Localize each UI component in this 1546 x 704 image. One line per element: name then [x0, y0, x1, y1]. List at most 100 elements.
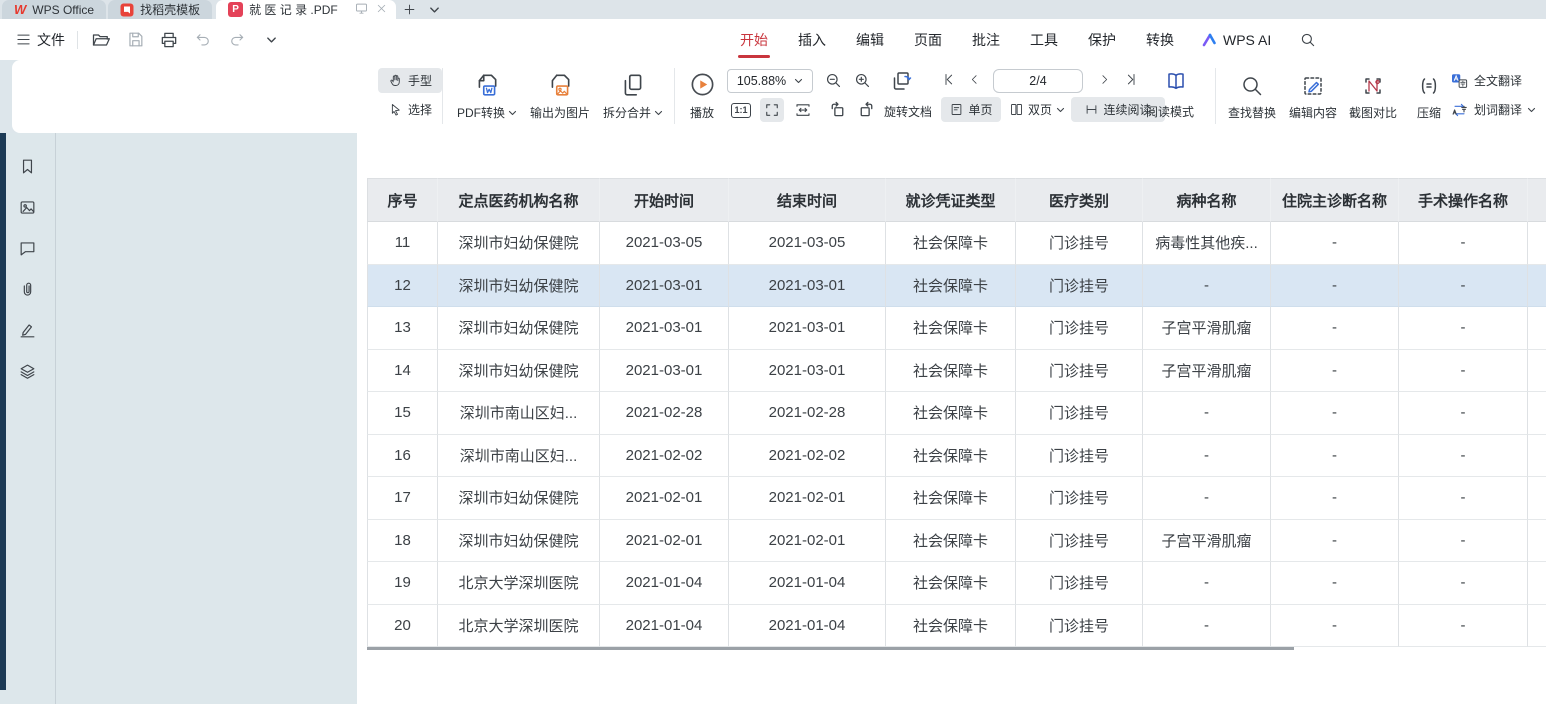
menu-item-tools[interactable]: 工具: [1030, 31, 1058, 48]
zoom-out-icon[interactable]: [824, 71, 843, 90]
pdf-convert-icon: [450, 68, 524, 98]
play-button[interactable]: 播放: [680, 68, 724, 121]
close-icon[interactable]: [375, 2, 388, 18]
zoom-in-icon[interactable]: [853, 71, 872, 90]
wps-ai-button[interactable]: WPS AI: [1202, 32, 1271, 48]
zoom-level-value: 105.88%: [736, 74, 787, 88]
double-page-label: 双页: [1027, 103, 1052, 117]
attachment-icon[interactable]: [16, 278, 38, 300]
chevron-down-icon: [1056, 107, 1065, 112]
menu-item-insert[interactable]: 插入: [798, 31, 826, 48]
table-row[interactable]: 17 深圳市妇幼保健院 2021-02-01 2021-02-01 社会保障卡 门诊挂号 -…: [367, 477, 1546, 520]
table-cell: -: [1143, 434, 1271, 477]
actual-size-button[interactable]: 1:1: [729, 98, 753, 122]
chevron-down-icon: [795, 78, 803, 84]
compress-button[interactable]: 压缩: [1405, 68, 1453, 121]
pdf-page[interactable]: 序号 定点医药机构名称 开始时间 结束时间 就诊凭证类型 医疗类别 病种名称 住…: [357, 133, 1546, 704]
table-cell: -: [1399, 222, 1528, 265]
select-tool-button[interactable]: 选择: [378, 97, 442, 122]
fit-page-button[interactable]: [760, 98, 784, 122]
comment-icon[interactable]: [16, 237, 38, 259]
tab-wps-office[interactable]: W WPS Office: [2, 0, 107, 19]
table-cell: -: [1399, 477, 1528, 520]
rotate-right-icon[interactable]: [856, 99, 877, 120]
add-tab-button[interactable]: [396, 0, 423, 19]
table-header-row: 序号 定点医药机构名称 开始时间 结束时间 就诊凭证类型 医疗类别 病种名称 住…: [367, 178, 1546, 222]
menu-item-home[interactable]: 开始: [738, 19, 770, 60]
table-cell: 北京大学深圳医院: [438, 604, 600, 647]
tab-document-pdf[interactable]: P 就 医 记 录 .PDF: [216, 0, 396, 19]
table-cell: 门诊挂号: [1016, 222, 1143, 265]
table-row[interactable]: 19 北京大学深圳医院 2021-01-04 2021-01-04 社会保障卡 门诊挂号 -…: [367, 562, 1546, 605]
menu-item-page[interactable]: 页面: [914, 31, 942, 48]
open-folder-icon[interactable]: [90, 29, 112, 51]
table-row[interactable]: 18 深圳市妇幼保健院 2021-02-01 2021-02-01 社会保障卡 门诊挂号子…: [367, 519, 1546, 562]
table-cell: -: [1271, 477, 1399, 520]
pdf-convert-button[interactable]: PDF转换: [450, 68, 524, 121]
quick-access-chevron-icon[interactable]: [260, 29, 282, 51]
fit-page-icon: [766, 104, 778, 116]
file-menu-button[interactable]: 文件: [16, 30, 65, 50]
table-row[interactable]: 12 深圳市妇幼保健院 2021-03-01 2021-03-01 社会保障卡 门诊挂号 -…: [367, 264, 1546, 307]
zoom-level-select[interactable]: 105.88%: [727, 69, 813, 93]
redo-icon[interactable]: [226, 29, 248, 51]
reorder-pages-icon[interactable]: [890, 69, 914, 93]
save-icon[interactable]: [124, 29, 146, 51]
split-merge-icon: [596, 68, 670, 98]
table-row[interactable]: 20 北京大学深圳医院 2021-01-04 2021-01-04 社会保障卡 门诊挂号 -…: [367, 604, 1546, 647]
menu-item-convert[interactable]: 转换: [1146, 31, 1174, 48]
print-icon[interactable]: [158, 29, 180, 51]
double-page-button[interactable]: 双页: [1005, 97, 1069, 122]
edit-content-button[interactable]: 编辑内容: [1283, 68, 1343, 121]
fit-width-button[interactable]: [791, 98, 815, 122]
full-text-translate-button[interactable]: 全文翻译: [1450, 68, 1536, 93]
word-translate-button[interactable]: 划词翻译: [1450, 97, 1536, 122]
thumbnail-image-icon[interactable]: [16, 196, 38, 218]
screenshot-compare-label: 截图对比: [1348, 106, 1397, 120]
find-replace-icon: [1222, 68, 1282, 98]
rotate-document-button[interactable]: 旋转文档: [884, 105, 933, 119]
tab-list-chevron-icon[interactable]: [423, 0, 446, 19]
table-cell: 门诊挂号: [1016, 562, 1143, 605]
next-page-icon[interactable]: [1098, 72, 1111, 87]
find-replace-button[interactable]: 查找替换: [1222, 68, 1282, 121]
table-cell: 2021-03-01: [600, 349, 729, 392]
last-page-icon[interactable]: [1124, 72, 1139, 87]
table-cell-filler: [1528, 350, 1546, 392]
table-cell: 社会保障卡: [886, 392, 1016, 435]
read-mode-button[interactable]: 阅读模式: [1146, 105, 1195, 119]
undo-icon[interactable]: [192, 29, 214, 51]
continuous-reading-button[interactable]: 连续阅读: [1071, 97, 1165, 122]
table-cell: -: [1399, 349, 1528, 392]
header-disease-name: 病种名称: [1143, 178, 1271, 222]
table-cell: 20: [367, 604, 438, 647]
table-row[interactable]: 15 深圳市南山区妇... 2021-02-28 2021-02-28 社会保障卡 门诊挂…: [367, 392, 1546, 435]
tab-docer-templates[interactable]: 找稻壳模板: [108, 0, 213, 19]
table-cell: 门诊挂号: [1016, 434, 1143, 477]
hand-tool-button[interactable]: 手型: [378, 68, 442, 93]
rotate-left-icon[interactable]: [827, 99, 848, 120]
table-row[interactable]: 11 深圳市妇幼保健院 2021-03-05 2021-03-05 社会保障卡 门诊挂号病…: [367, 222, 1546, 265]
menu-item-comment[interactable]: 批注: [972, 31, 1000, 48]
menu-item-edit[interactable]: 编辑: [856, 31, 884, 48]
screenshot-compare-button[interactable]: 截图对比: [1343, 68, 1403, 121]
menu-item-protect[interactable]: 保护: [1088, 31, 1116, 48]
wps-logo-icon: W: [14, 2, 27, 17]
page-indicator-input[interactable]: 2/4: [993, 69, 1083, 93]
bookmark-icon[interactable]: [16, 155, 38, 177]
menu-search-icon[interactable]: [1297, 29, 1319, 51]
monitor-icon[interactable]: [354, 1, 369, 19]
single-page-button[interactable]: 单页: [941, 97, 1001, 122]
layers-icon[interactable]: [16, 360, 38, 382]
table-cell: 2021-01-04: [600, 604, 729, 647]
table-row[interactable]: 16 深圳市南山区妇... 2021-02-02 2021-02-02 社会保障卡 门诊挂…: [367, 434, 1546, 477]
signature-pen-icon[interactable]: [16, 319, 38, 341]
table-row[interactable]: 13 深圳市妇幼保健院 2021-03-01 2021-03-01 社会保障卡 门诊挂号子…: [367, 307, 1546, 350]
table-cell: 社会保障卡: [886, 519, 1016, 562]
read-mode-icon[interactable]: [1164, 69, 1188, 93]
export-as-image-button[interactable]: 输出为图片: [524, 68, 596, 121]
first-page-icon[interactable]: [941, 72, 956, 87]
table-row[interactable]: 14 深圳市妇幼保健院 2021-03-01 2021-03-01 社会保障卡 门诊挂号子…: [367, 349, 1546, 392]
split-merge-button[interactable]: 拆分合并: [596, 68, 670, 121]
previous-page-icon[interactable]: [968, 72, 981, 87]
